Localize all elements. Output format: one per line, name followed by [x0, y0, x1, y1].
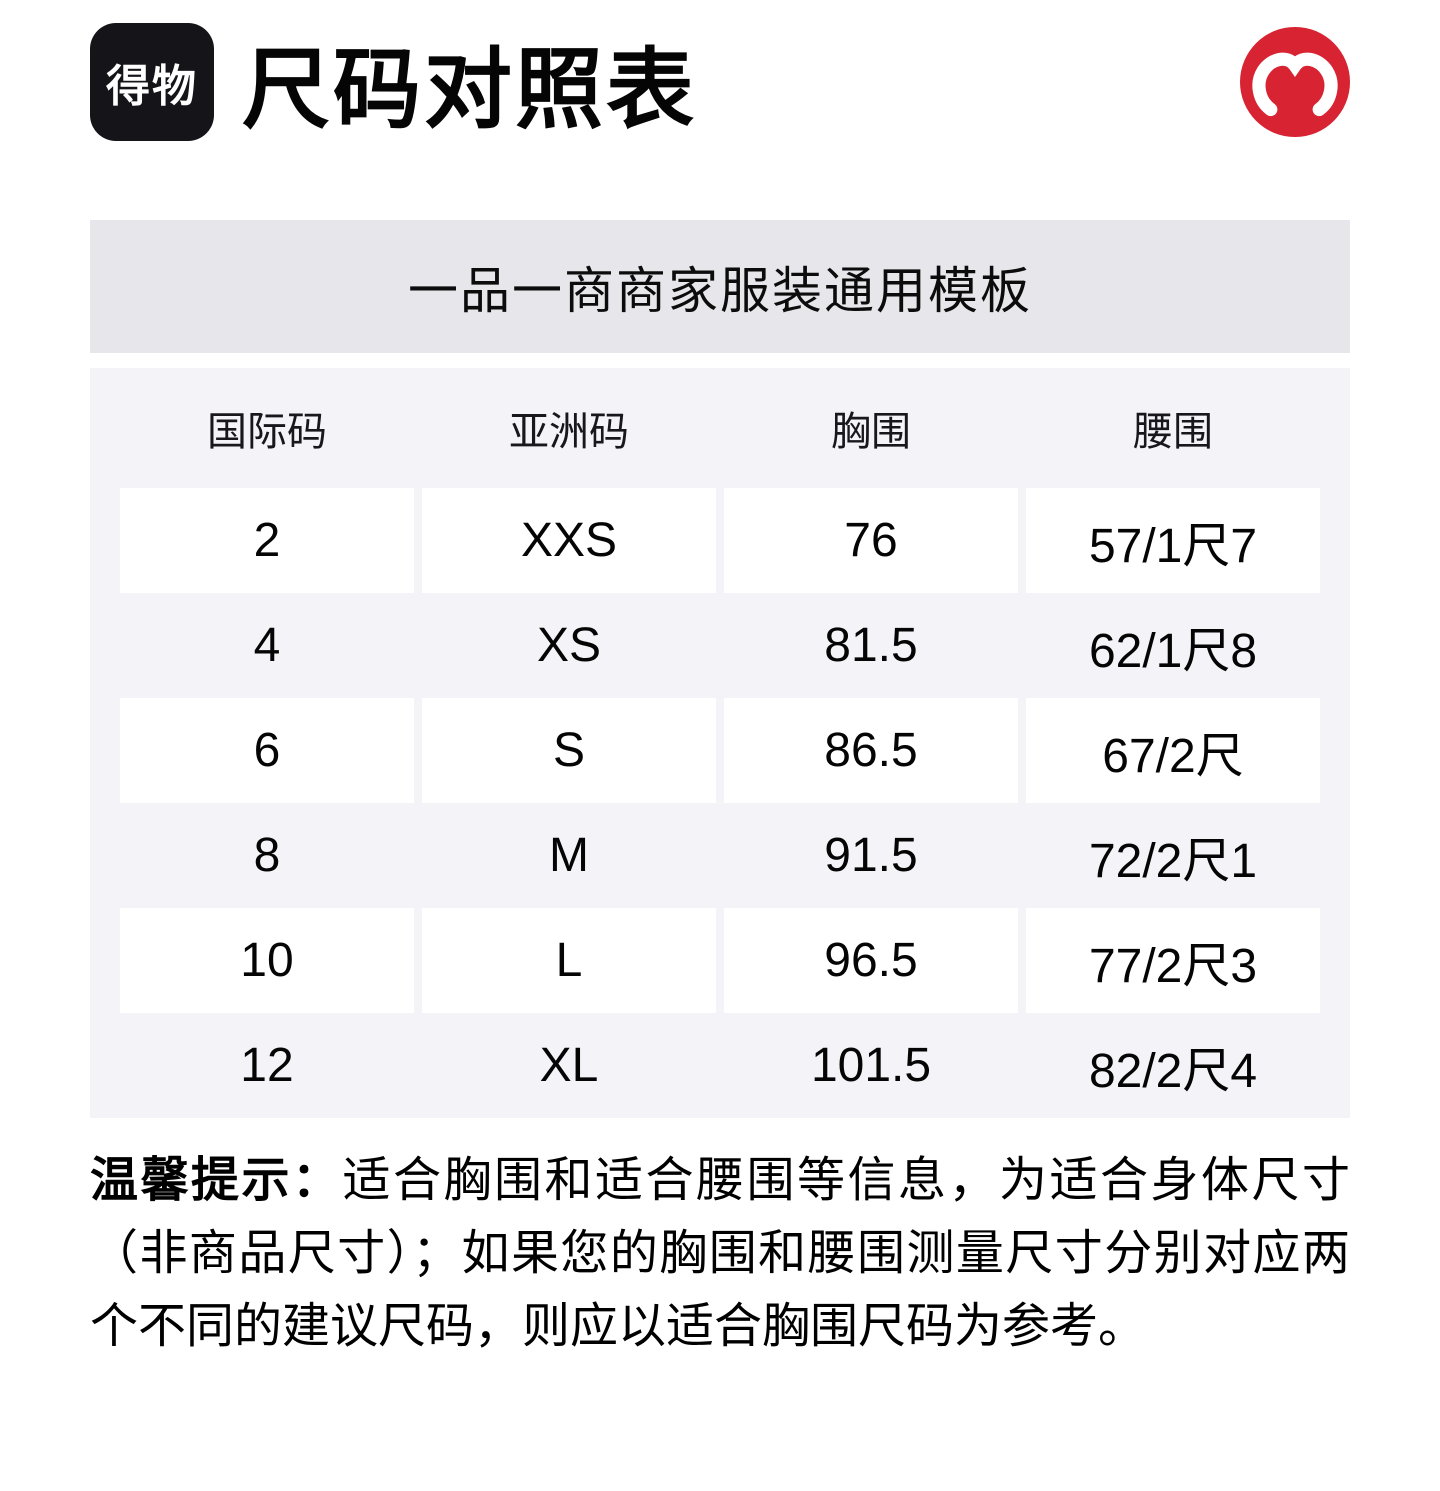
warm-tip-note: 温馨提示：适合胸围和适合腰围等信息，为适合身体尺寸（非商品尺寸）；如果您的胸围和… [90, 1144, 1350, 1363]
table-cell: S [422, 698, 716, 803]
table-cell: 62/1尺8 [1088, 624, 1258, 678]
table-cell: 86.5 [724, 698, 1018, 803]
size-chart-page: 得物 尺码对照表 一品一商商家服装通用模板 国际码 亚洲码 胸围 腰围 2 XX… [90, 0, 1350, 1363]
table-cell: 101.5 [810, 1039, 932, 1092]
page-title: 尺码对照表 [242, 39, 698, 139]
table-cell: L [422, 908, 716, 1013]
lululemon-omega-glyph [1252, 52, 1338, 117]
warm-tip-label: 温馨提示： [90, 1154, 343, 1207]
table-cell: XL [539, 1039, 599, 1092]
size-table: 国际码 亚洲码 胸围 腰围 2 XXS 76 57/1尺7 4 XS 81.5 … [90, 368, 1350, 1118]
column-header-waist: 腰围 [1133, 410, 1213, 454]
table-cell: XS [536, 619, 602, 672]
table-cell: 10 [120, 908, 414, 1013]
table-row: 10 L 96.5 77/2尺3 [120, 908, 1320, 1013]
table-cell: 6 [120, 698, 414, 803]
table-cell: 81.5 [824, 619, 918, 672]
table-row: 2 XXS 76 57/1尺7 [120, 488, 1320, 593]
table-cell: 72/2尺1 [1088, 834, 1258, 888]
table-cell: M [549, 829, 589, 882]
template-banner: 一品一商商家服装通用模板 [90, 220, 1350, 353]
table-row: 8 M 91.5 72/2尺1 [120, 803, 1320, 908]
page-header: 得物 尺码对照表 [90, 0, 1350, 142]
table-cell: 96.5 [724, 908, 1018, 1013]
table-cell: 4 [253, 619, 281, 672]
table-row: 12 XL 101.5 82/2尺4 [120, 1013, 1320, 1118]
column-header-asian-size: 亚洲码 [509, 410, 629, 454]
dewu-app-logo: 得物 [90, 23, 214, 141]
dewu-logo-text: 得物 [106, 62, 198, 111]
template-banner-title: 一品一商商家服装通用模板 [408, 262, 1032, 319]
table-cell: XXS [422, 488, 716, 593]
table-cell: 76 [724, 488, 1018, 593]
table-cell: 82/2尺4 [1088, 1044, 1258, 1098]
table-cell: 2 [120, 488, 414, 593]
table-cell: 77/2尺3 [1026, 908, 1320, 1013]
table-header-row: 国际码 亚洲码 胸围 腰围 [120, 368, 1320, 488]
column-header-chest: 胸围 [831, 410, 911, 454]
table-row: 4 XS 81.5 62/1尺8 [120, 593, 1320, 698]
table-row: 6 S 86.5 67/2尺 [120, 698, 1320, 803]
column-header-international-size: 国际码 [207, 410, 327, 454]
table-cell: 91.5 [824, 829, 918, 882]
warm-tip-text: 适合胸围和适合腰围等信息，为适合身体尺寸（非商品尺寸）；如果您的胸围和腰围测量尺… [90, 1154, 1350, 1353]
table-cell: 12 [240, 1039, 294, 1092]
table-cell: 67/2尺 [1026, 698, 1320, 803]
table-cell: 8 [253, 829, 281, 882]
lululemon-omega-icon [1240, 27, 1350, 137]
table-cell: 57/1尺7 [1026, 488, 1320, 593]
